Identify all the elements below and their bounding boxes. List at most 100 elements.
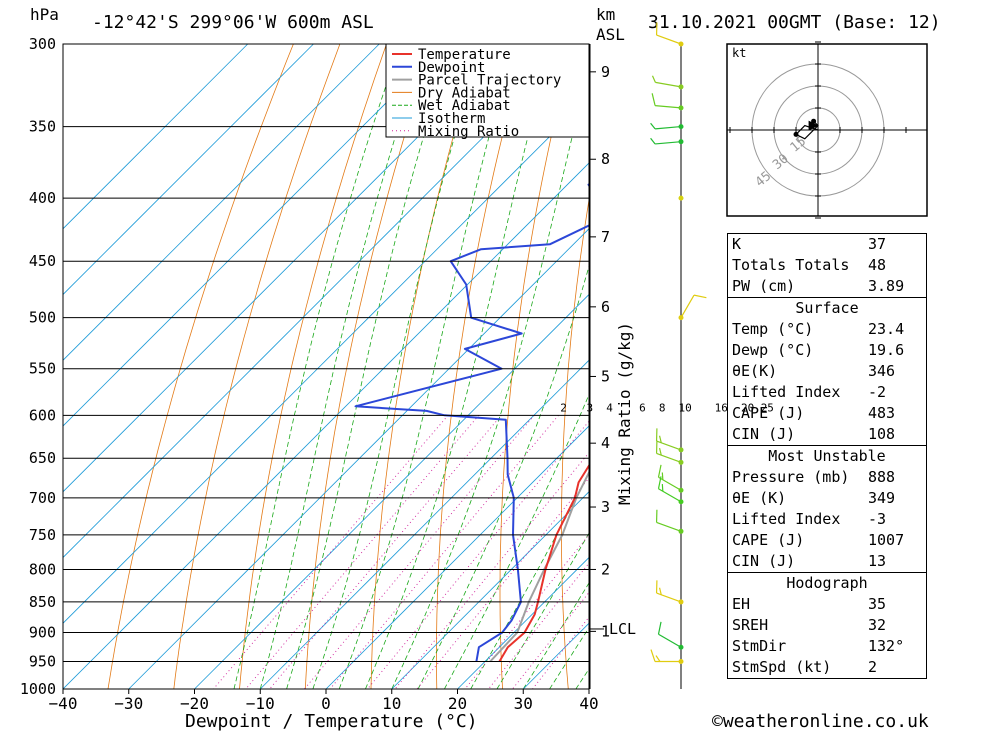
- isotherm-line: [63, 96, 589, 624]
- index-value: 35: [868, 595, 887, 613]
- height-tick-label: 3: [601, 498, 610, 516]
- wind-barb-feather: [658, 447, 662, 456]
- index-row: StmDir 132°: [728, 636, 927, 657]
- wind-barbs: [650, 22, 707, 665]
- wind-barb-feather: [658, 587, 662, 595]
- index-value: 108: [868, 425, 896, 443]
- wind-barb: [657, 464, 684, 493]
- index-row: CAPE (J) 483: [728, 403, 927, 424]
- pressure-tick-label: 700: [29, 489, 56, 507]
- pressure-tick-label: 600: [29, 406, 56, 424]
- dry-adiabat-line: [992, 44, 1000, 689]
- hodograph-trace: [794, 120, 819, 140]
- wet-adiabat-line: [444, 393, 589, 689]
- index-value: 1007: [868, 531, 905, 549]
- wind-barb: [650, 122, 684, 130]
- index-label: CAPE (J): [732, 531, 805, 549]
- mixing-ratio-label: 4: [606, 401, 613, 414]
- pressure-tick-label: 1000: [20, 680, 56, 698]
- index-label: Pressure (mb): [732, 468, 850, 486]
- mixing-ratio-axis-title: Mixing Ratio (g/kg): [615, 322, 634, 505]
- plot-frame: [62, 43, 590, 690]
- pressure-tick-label: 350: [29, 118, 56, 136]
- wet-adiabat-line: [312, 44, 482, 689]
- wind-barb-staff: [658, 633, 682, 648]
- legend-label: Dry Adiabat: [418, 85, 511, 101]
- wind-barb: [655, 428, 684, 453]
- index-value: -2: [868, 383, 887, 401]
- wet-adiabat-line: [365, 44, 553, 689]
- index-section-title: Surface: [727, 297, 927, 319]
- wind-barb: [650, 137, 684, 145]
- index-label: θE (K): [732, 489, 787, 507]
- wind-barb-dot: [678, 124, 684, 130]
- index-value: 349: [868, 489, 896, 507]
- mixing-ratio-label: 2: [560, 401, 567, 414]
- axes-layer: 3003504004505005506006507007508008509009…: [20, 35, 599, 713]
- copyright-footer: ©weatheronline.co.uk: [712, 711, 929, 732]
- wind-barb: [655, 22, 684, 47]
- legend-label: Temperature: [418, 47, 511, 63]
- index-row: StmSpd (kt) 2: [728, 657, 927, 679]
- index-label: Temp (°C): [732, 320, 814, 338]
- wet-adiabat-line: [417, 264, 589, 689]
- wind-barb-staff: [658, 476, 682, 491]
- height-unit-sub: ASL: [596, 25, 625, 44]
- mixing-ratio-label: 6: [639, 401, 646, 414]
- wind-barb: [655, 509, 684, 534]
- wind-barb-feather: [650, 122, 656, 130]
- legend-label: Wet Adiabat: [418, 98, 511, 114]
- index-section-header: Most Unstable: [727, 445, 927, 467]
- temperature-tick-label: −10: [246, 694, 275, 713]
- index-value: 888: [868, 468, 896, 486]
- isotherm-line: [259, 359, 589, 689]
- index-row: EH 35: [728, 594, 927, 615]
- wind-barb-feather: [657, 464, 662, 478]
- wind-barb: [678, 294, 707, 321]
- wet-adiabat-line: [259, 44, 426, 689]
- index-label: Lifted Index: [732, 383, 841, 401]
- pressure-tick-label: 500: [29, 309, 56, 327]
- hodograph-unit-label: kt: [732, 46, 746, 60]
- wind-barb-feather: [657, 476, 662, 489]
- pressure-tick-label: 650: [29, 449, 56, 467]
- temperature-tick-label: −30: [114, 694, 143, 713]
- wind-barb-staff: [656, 521, 682, 532]
- index-label: CAPE (J): [732, 404, 805, 422]
- wind-barb-feather: [655, 655, 661, 662]
- mixing-ratio-line: [464, 534, 589, 689]
- temperature-tick-label: −40: [49, 694, 78, 713]
- mixing-ratio-line: [488, 562, 589, 689]
- index-label: Lifted Index: [732, 510, 841, 528]
- isotherm-line: [194, 293, 589, 689]
- pressure-tick-label: 550: [29, 360, 56, 378]
- index-value: 48: [868, 256, 887, 274]
- wind-barb-feather: [658, 435, 662, 443]
- isotherm-line: [63, 44, 380, 361]
- temperature-line: [498, 463, 589, 663]
- pressure-unit-label: hPa: [30, 5, 59, 24]
- wind-barb: [655, 440, 684, 465]
- hodograph-point: [793, 131, 799, 137]
- index-label: CIN (J): [732, 425, 796, 443]
- wind-barb-dot: [678, 195, 684, 201]
- index-label: StmSpd (kt): [732, 658, 832, 676]
- mixing-ratio-label: 10: [679, 401, 692, 414]
- wind-barb-staff: [656, 34, 682, 45]
- index-row: Temp (°C) 23.4: [728, 319, 927, 340]
- index-label: Dewp (°C): [732, 341, 814, 359]
- wind-barb: [650, 649, 684, 665]
- isotherm-line: [63, 44, 512, 493]
- wind-barb: [657, 476, 684, 505]
- pressure-tick-label: 950: [29, 653, 56, 671]
- wind-barb-staff: [655, 141, 682, 145]
- isotherm-line: [63, 162, 589, 689]
- dry-adiabat-line: [499, 44, 574, 689]
- isotherm-line: [128, 228, 589, 689]
- hodograph-point: [811, 118, 817, 124]
- mixing-ratio-line: [532, 616, 589, 689]
- location-title: -12°42'S 299°06'W 600m ASL: [92, 12, 374, 33]
- dry-adiabat-line: [107, 44, 294, 689]
